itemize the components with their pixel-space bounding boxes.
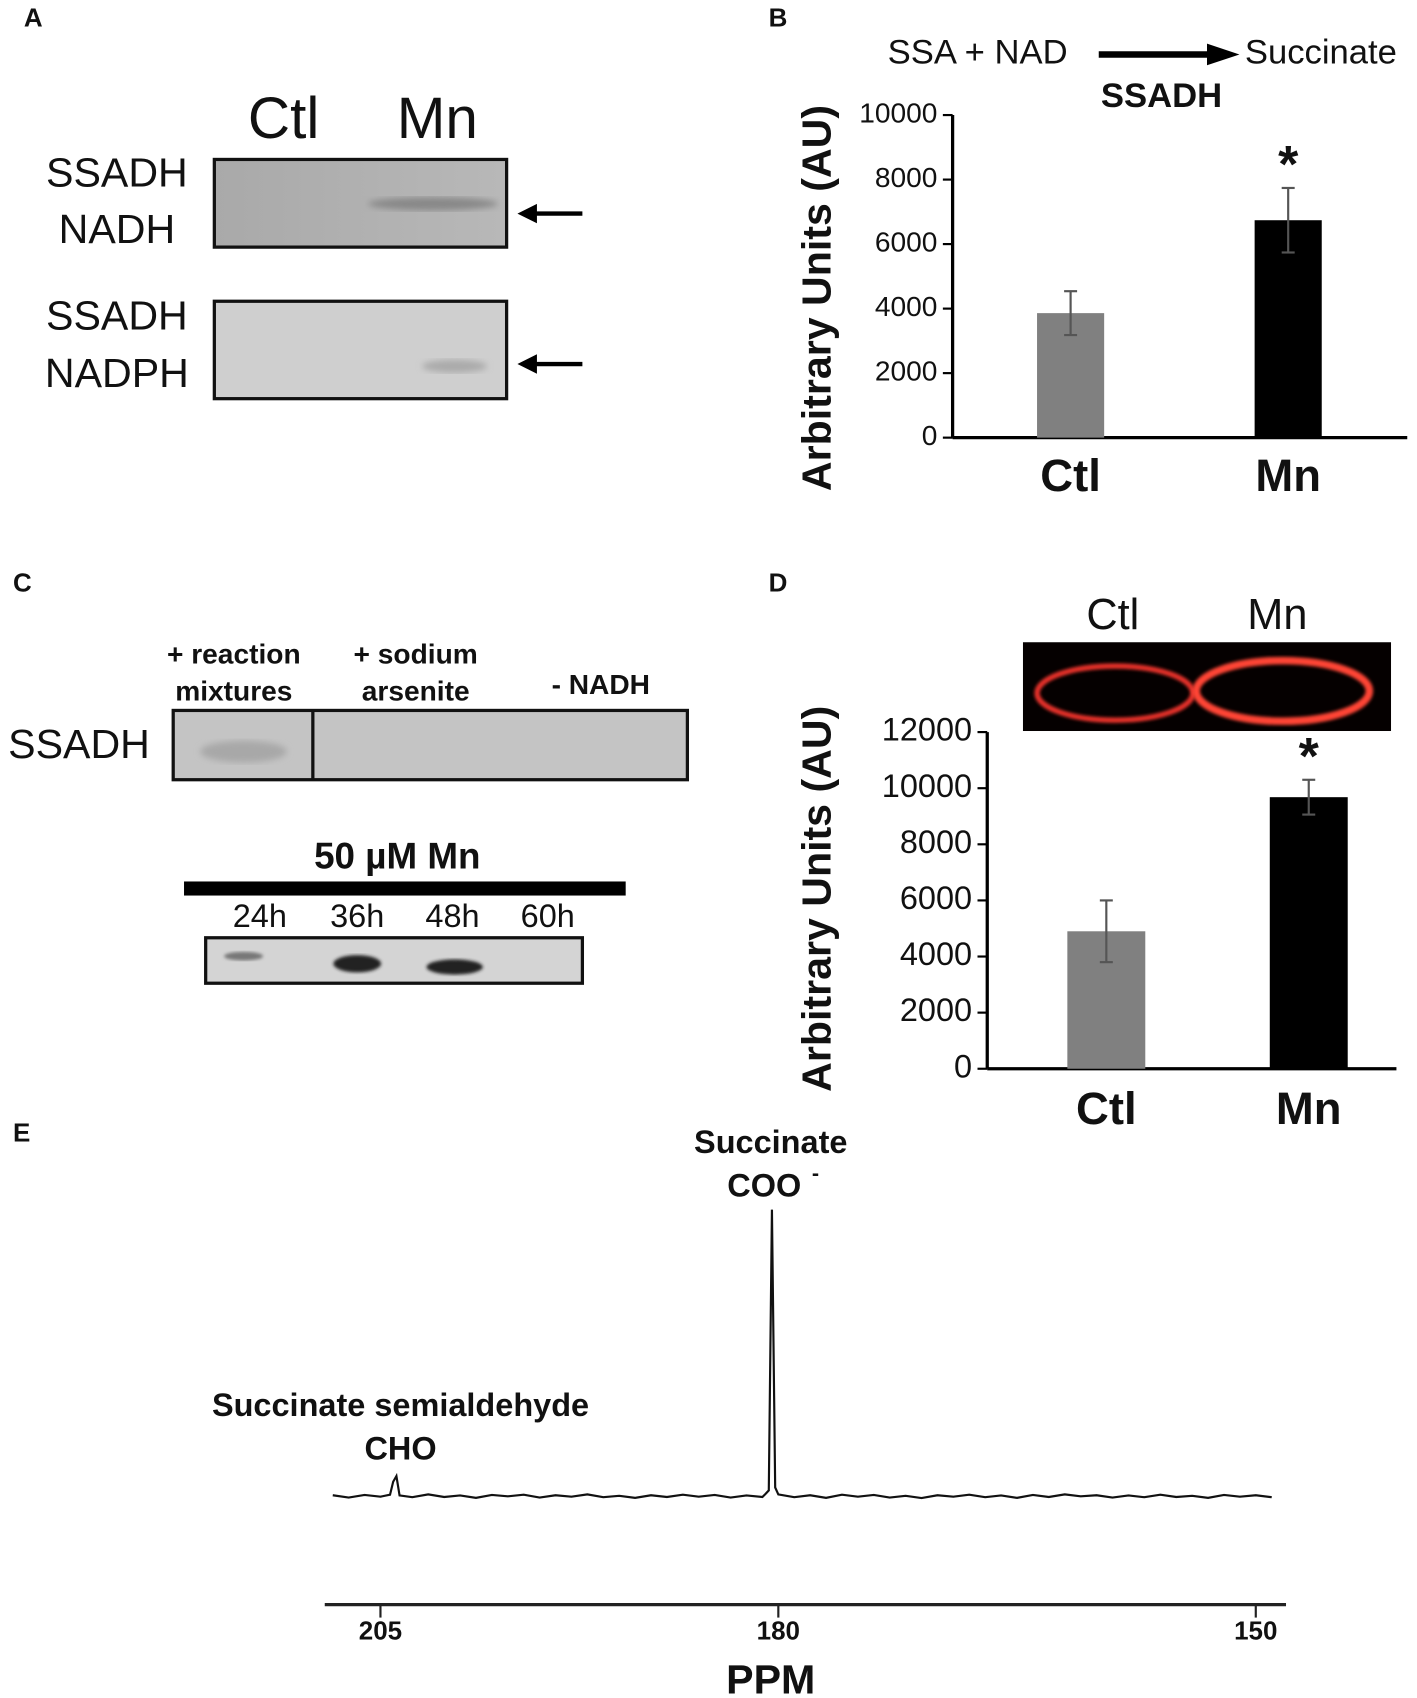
y-tick-label: 0 (954, 1048, 972, 1084)
x-tick-label: Mn (1276, 1083, 1342, 1134)
time-label: 48h (425, 898, 479, 934)
y-tick-label: 12000 (882, 712, 972, 748)
y-axis-label: Arbitrary Units (AU) (793, 706, 839, 1092)
reaction-product: Succinate (1245, 34, 1397, 72)
x-axis-label: PPM (726, 1656, 815, 1698)
error-bar (1281, 186, 1295, 254)
arrow (517, 203, 583, 374)
time-label: 60h (521, 898, 575, 934)
y-tick-label: 4000 (900, 936, 972, 972)
peak-label: Succinate semialdehyde (212, 1387, 589, 1423)
blot (204, 936, 585, 985)
band (368, 197, 498, 211)
x-tick-label: 180 (757, 1616, 800, 1646)
x-tick-label: 150 (1234, 1616, 1277, 1646)
well (1192, 656, 1374, 726)
panel-letter: A (24, 3, 43, 33)
panel-letter: D (769, 568, 788, 598)
condition-label: arsenite (362, 676, 470, 707)
image-label: Mn (1247, 591, 1307, 639)
bar (1269, 797, 1348, 1069)
row-label: SSADH (46, 150, 188, 196)
row-label: NADPH (45, 350, 189, 396)
treatment-label: 50 µM Mn (314, 835, 480, 876)
y-tick-label: 8000 (900, 824, 972, 860)
y-axis-label: Arbitrary Units (AU) (793, 105, 839, 491)
y-tick-label: 4000 (875, 291, 938, 322)
row-label: NADH (59, 206, 176, 252)
y-tick-label: 0 (922, 420, 938, 451)
band (224, 951, 264, 961)
peak-label-superscript: - (812, 1161, 819, 1186)
reaction-arrow (1098, 43, 1240, 66)
condition-label: + reaction (167, 639, 301, 670)
x-tick-label: Ctl (1076, 1083, 1137, 1134)
lane-label: Mn (397, 86, 478, 151)
bar (1254, 220, 1322, 438)
peak-label: Succinate (694, 1124, 847, 1160)
condition-label: - NADH (552, 669, 650, 700)
x-tick-label: Ctl (1040, 450, 1101, 501)
blot (212, 299, 509, 401)
error-bar (1099, 899, 1113, 964)
x-tick-label: Mn (1255, 450, 1321, 501)
condition-label: mixtures (175, 676, 292, 707)
peak-label: COO (727, 1167, 801, 1203)
band (426, 959, 483, 975)
image-label: Ctl (1086, 591, 1139, 639)
time-label: 24h (233, 898, 287, 934)
y-tick-label: 2000 (900, 992, 972, 1028)
condition-label: + sodium (354, 639, 478, 670)
time-label: 36h (330, 898, 384, 934)
y-tick-label: 10000 (882, 768, 972, 804)
band (422, 359, 488, 373)
reaction-substrate: SSA + NAD (888, 34, 1068, 72)
significance-mark: * (1278, 136, 1299, 194)
x-tick-label: 205 (359, 1616, 402, 1646)
significance-mark: * (1299, 728, 1320, 786)
panel-letter: B (769, 3, 788, 33)
y-tick-label: 8000 (875, 162, 938, 193)
band (333, 955, 382, 973)
band (200, 740, 287, 763)
panel-letter: C (13, 568, 32, 598)
y-tick-label: 6000 (875, 227, 938, 258)
row-label: SSADH (46, 292, 188, 338)
error-bar (1302, 778, 1316, 816)
reaction-enzyme: SSADH (1101, 77, 1222, 115)
error-bar (1064, 290, 1078, 337)
peak-label: CHO (364, 1430, 436, 1466)
y-tick-label: 10000 (859, 97, 937, 128)
spectrum (332, 1209, 1272, 1500)
panel-letter: E (13, 1118, 30, 1148)
lane-label: Ctl (248, 86, 319, 151)
y-tick-label: 2000 (875, 356, 938, 387)
row-label: SSADH (8, 721, 150, 767)
y-tick-label: 6000 (900, 880, 972, 916)
treatment-bar (184, 881, 626, 896)
